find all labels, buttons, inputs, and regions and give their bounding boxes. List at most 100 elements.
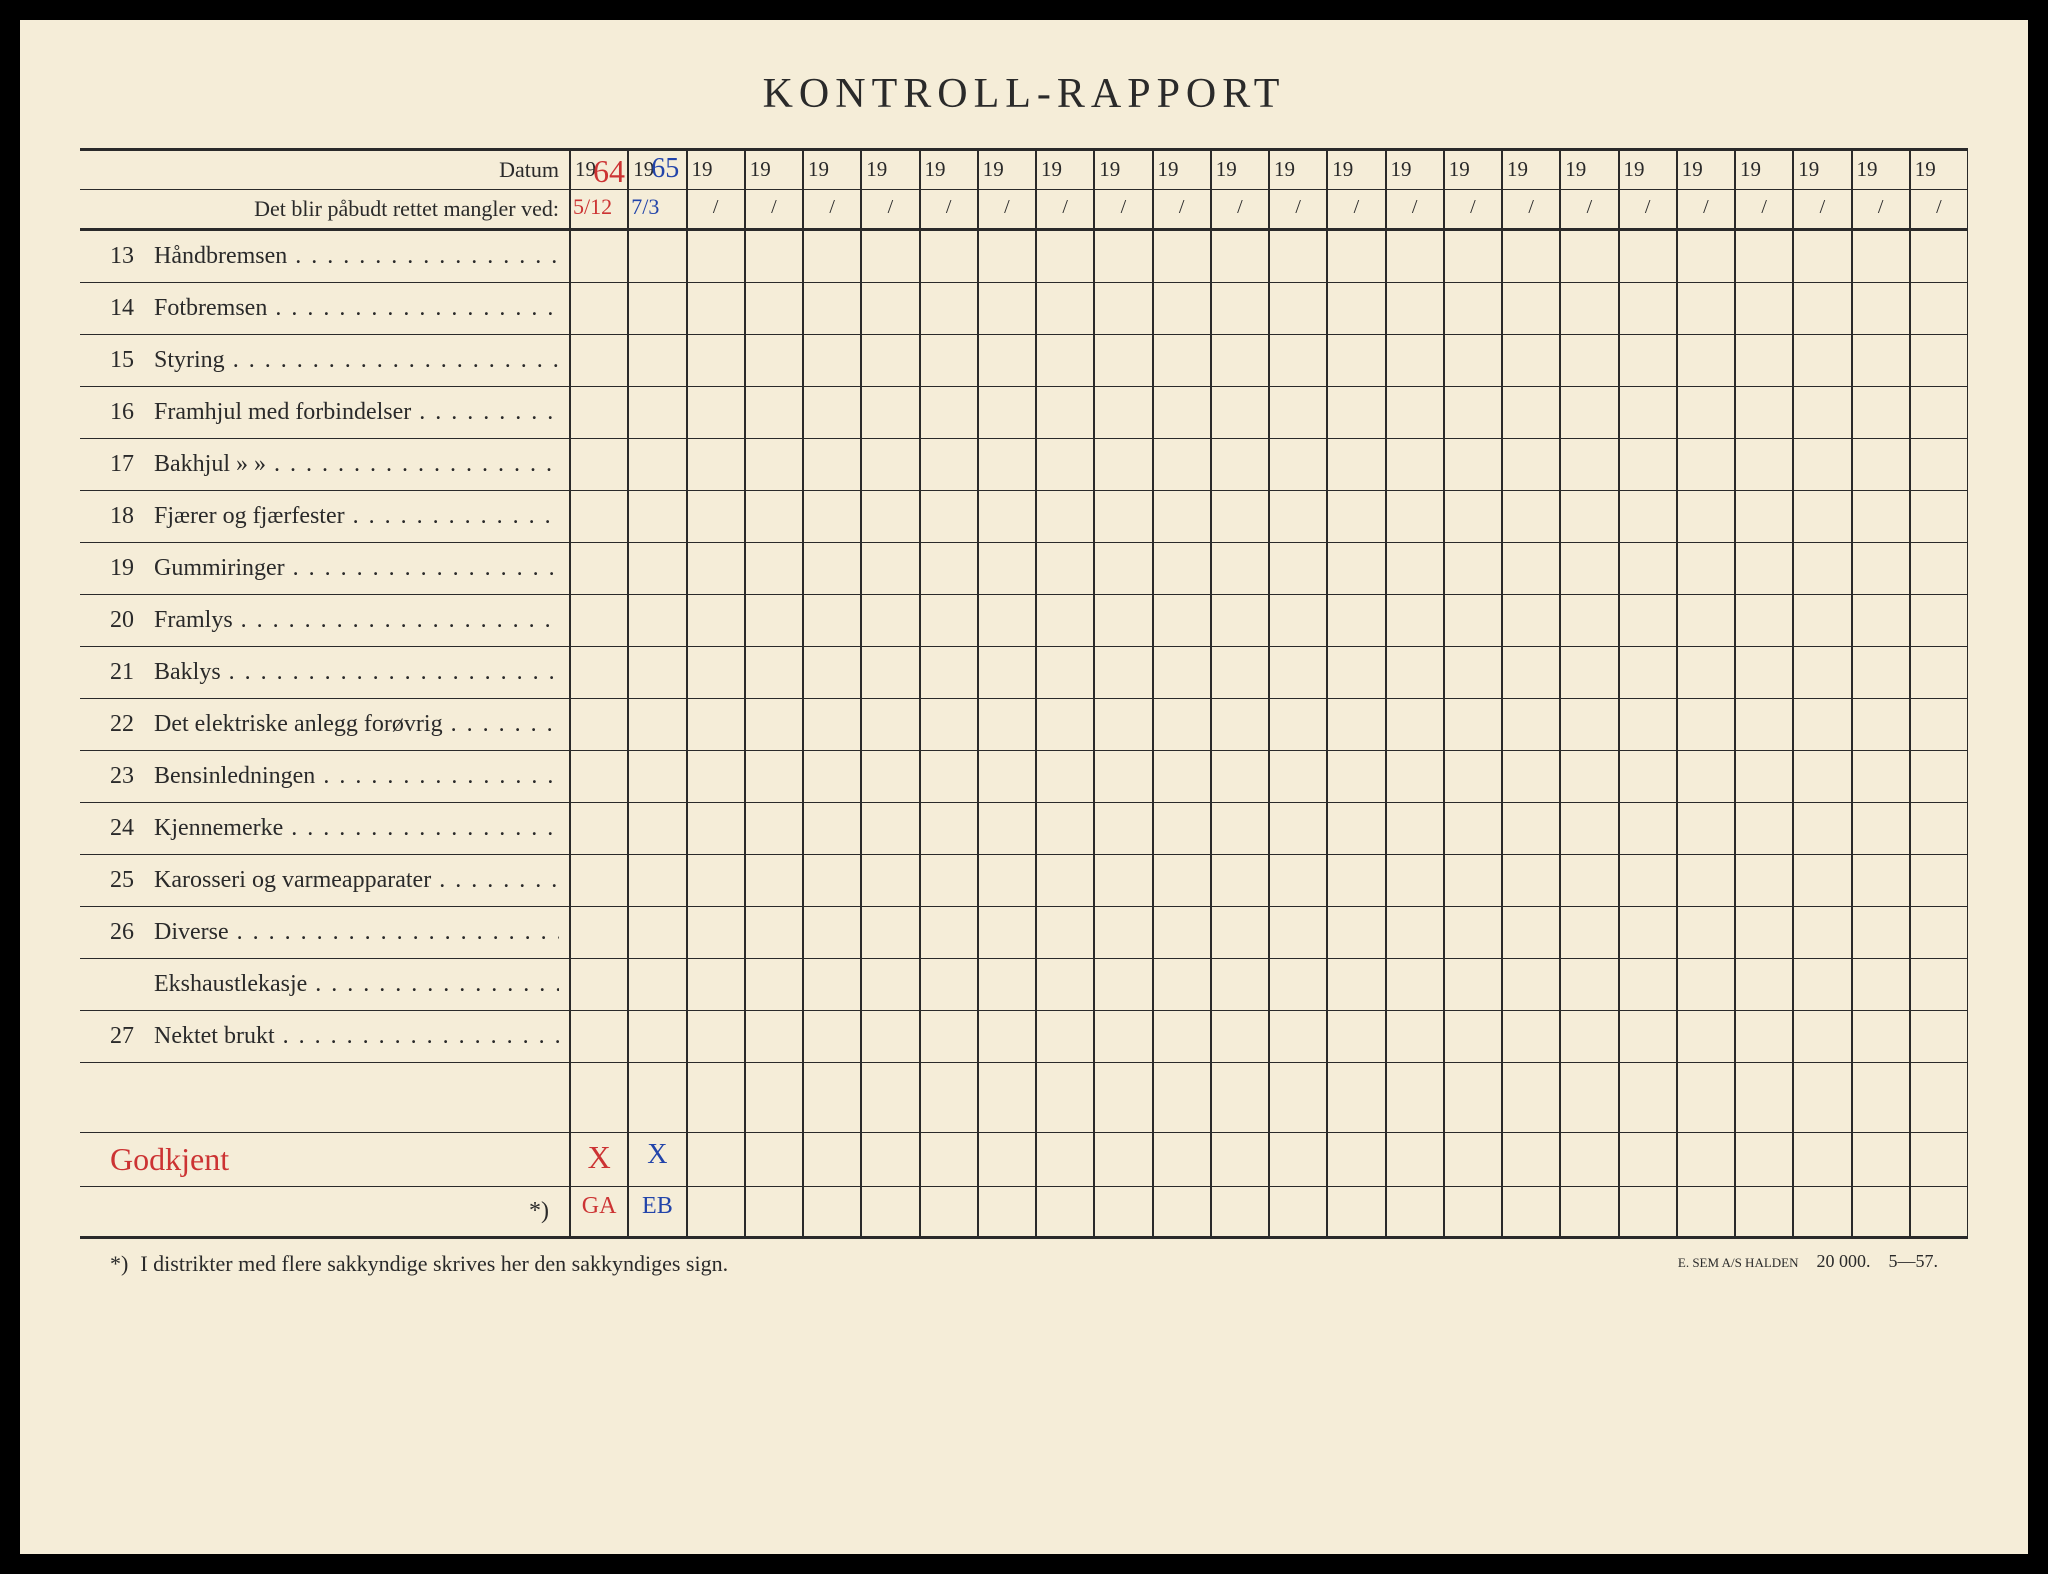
data-cell — [1094, 491, 1152, 542]
data-cell — [978, 1133, 1036, 1186]
data-cell — [1560, 855, 1618, 906]
data-cell — [687, 231, 745, 282]
data-cell — [1735, 283, 1793, 334]
row-label: 23Bensinledningen — [80, 751, 570, 802]
data-cell — [1619, 1187, 1677, 1236]
data-cell — [1735, 1011, 1793, 1062]
data-cell — [1386, 699, 1444, 750]
year-cell: 19 — [920, 151, 978, 189]
data-cell — [570, 855, 628, 906]
data-cell — [687, 699, 745, 750]
printer-name: E. SEM A/S HALDEN — [1678, 1255, 1799, 1270]
row-cells — [570, 491, 1968, 542]
data-cell — [628, 959, 686, 1010]
data-cell — [803, 699, 861, 750]
data-cell — [687, 595, 745, 646]
data-cell — [1910, 491, 1968, 542]
data-cell — [1910, 543, 1968, 594]
data-cell — [1269, 803, 1327, 854]
data-cell — [745, 1011, 803, 1062]
data-cell — [570, 335, 628, 386]
row-text: Gummiringer — [154, 555, 559, 582]
data-cell — [1910, 387, 1968, 438]
table-row: 20Framlys — [80, 595, 1968, 647]
row-text: Nektet brukt — [154, 1023, 559, 1050]
data-cell — [1910, 907, 1968, 958]
row-number: 25 — [110, 867, 154, 894]
data-cell — [745, 699, 803, 750]
data-cell — [1852, 595, 1910, 646]
row-text: Ekshaustlekasje — [154, 971, 559, 998]
slash-cell: / — [1036, 190, 1094, 228]
row-text: Bakhjul » » — [154, 451, 559, 478]
data-cell — [1910, 751, 1968, 802]
data-cell — [687, 855, 745, 906]
data-cell — [628, 387, 686, 438]
data-cell — [920, 751, 978, 802]
slash-cell: /7/3 — [628, 190, 686, 228]
data-cell — [803, 751, 861, 802]
data-cell: X — [628, 1133, 686, 1186]
data-cell — [920, 283, 978, 334]
row-label: 22Det elektriske anlegg forøvrig — [80, 699, 570, 750]
data-cell — [1211, 1011, 1269, 1062]
data-cell — [570, 803, 628, 854]
year-cell: 19 — [1269, 151, 1327, 189]
data-cell — [1619, 959, 1677, 1010]
data-cell — [1502, 1187, 1560, 1236]
data-cell — [1560, 751, 1618, 802]
data-cell — [1153, 959, 1211, 1010]
data-cell — [1735, 439, 1793, 490]
blank-row — [80, 1063, 1968, 1133]
row-label: 24Kjennemerke — [80, 803, 570, 854]
data-cell — [1094, 855, 1152, 906]
data-cell — [920, 855, 978, 906]
slash-cell: / — [920, 190, 978, 228]
data-cell — [1036, 699, 1094, 750]
data-cell — [1793, 439, 1851, 490]
footnote-marker: *) — [110, 1251, 128, 1277]
data-cell — [803, 595, 861, 646]
slash-cell: / — [1502, 190, 1560, 228]
row-label: 19Gummiringer — [80, 543, 570, 594]
data-cell — [745, 335, 803, 386]
data-cell — [1502, 439, 1560, 490]
data-cell — [1444, 647, 1502, 698]
data-cell — [1211, 699, 1269, 750]
data-cell — [1852, 231, 1910, 282]
year-cell: 19 — [1852, 151, 1910, 189]
data-cell — [1036, 1011, 1094, 1062]
table-row: 25Karosseri og varmeapparater — [80, 855, 1968, 907]
row-cells — [570, 335, 1968, 386]
data-cell — [1560, 231, 1618, 282]
year-cell: 19 — [978, 151, 1036, 189]
data-cell — [745, 959, 803, 1010]
row-number: 20 — [110, 607, 154, 634]
data-cell — [1036, 959, 1094, 1010]
slash-cell: / — [1910, 190, 1968, 228]
data-cell — [1502, 491, 1560, 542]
data-cell — [1036, 907, 1094, 958]
data-cell — [1502, 751, 1560, 802]
row-cells — [570, 387, 1968, 438]
data-cell — [1269, 335, 1327, 386]
data-cell — [1852, 543, 1910, 594]
data-cell — [1677, 491, 1735, 542]
row-label: 18Fjærer og fjærfester — [80, 491, 570, 542]
data-cell — [1793, 1133, 1851, 1186]
row-number: 16 — [110, 399, 154, 426]
data-cell — [1560, 1133, 1618, 1186]
row-number: 19 — [110, 555, 154, 582]
slash-cell: / — [1560, 190, 1618, 228]
data-cell: X — [570, 1133, 628, 1186]
data-cell — [1793, 1011, 1851, 1062]
data-cell — [1211, 595, 1269, 646]
data-cell — [803, 439, 861, 490]
data-cell — [1735, 1063, 1793, 1132]
data-cell — [1677, 1011, 1735, 1062]
data-cell — [1560, 907, 1618, 958]
row-text: Bensinledningen — [154, 763, 559, 790]
data-cell — [1269, 907, 1327, 958]
row-label: 13Håndbremsen — [80, 231, 570, 282]
data-cell — [745, 1063, 803, 1132]
